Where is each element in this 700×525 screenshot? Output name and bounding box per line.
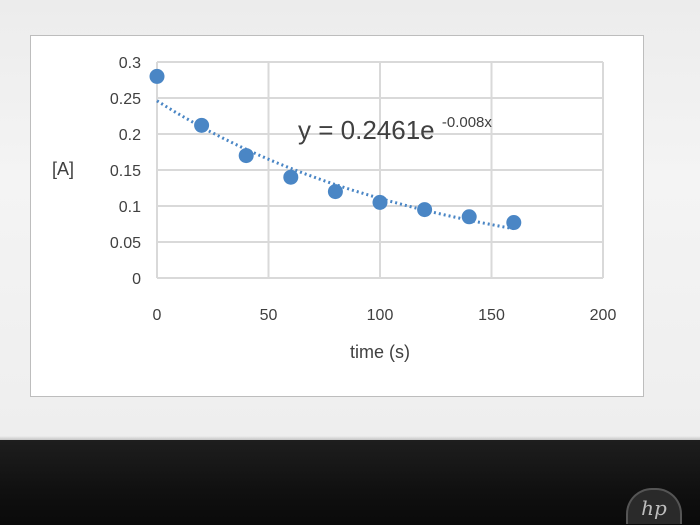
x-tick-label: 100 (367, 307, 394, 324)
equation-base: y = 0.2461e (298, 115, 435, 145)
monitor-screen: 0 0.05 0.1 0.15 0.2 0.25 0.3 0 50 100 150 200 [A] … (0, 0, 700, 440)
data-point (327, 184, 343, 200)
monitor-bezel (0, 440, 700, 525)
y-tick-label: 0.3 (119, 55, 141, 72)
data-point (372, 194, 388, 210)
x-axis-label: time (s) (350, 342, 410, 362)
y-tick-label: 0.1 (119, 199, 141, 216)
hp-logo-text: hp (641, 496, 667, 520)
data-point (149, 68, 165, 84)
trendline-equation: y = 0.2461e -0.008x (298, 114, 492, 145)
x-tick-label: 150 (478, 307, 505, 324)
gridlines (156, 61, 604, 279)
x-tick-label: 50 (260, 307, 278, 324)
equation-exponent: -0.008x (442, 114, 493, 131)
chart-svg: 00.050.10.150.20.250.3 0 50 100 150 200 [A] … (52, 55, 617, 362)
data-point (194, 117, 210, 133)
data-point (238, 148, 254, 164)
y-tick-label: 0.05 (110, 235, 141, 252)
trendline (156, 99, 515, 231)
x-tick-labels: 0 50 100 150 200 (153, 307, 617, 324)
y-tick-labels: 0 0.05 0.1 0.15 0.2 0.25 0.3 (110, 55, 141, 288)
chart-area (30, 35, 644, 397)
y-tick-label: 0.15 (110, 163, 141, 180)
data-point (461, 209, 477, 225)
y-axis-label: [A] (52, 159, 74, 179)
data-point (283, 169, 299, 185)
hp-logo: hp (626, 488, 682, 524)
y-tick-label: 0.2 (119, 127, 141, 144)
data-point (417, 202, 433, 218)
y-tick-label: 0.25 (110, 91, 141, 108)
x-tick-label: 200 (590, 307, 617, 324)
y-tick-label: 0 (132, 271, 141, 288)
x-tick-label: 0 (153, 307, 162, 324)
data-point (506, 215, 522, 231)
data-points (149, 68, 522, 231)
